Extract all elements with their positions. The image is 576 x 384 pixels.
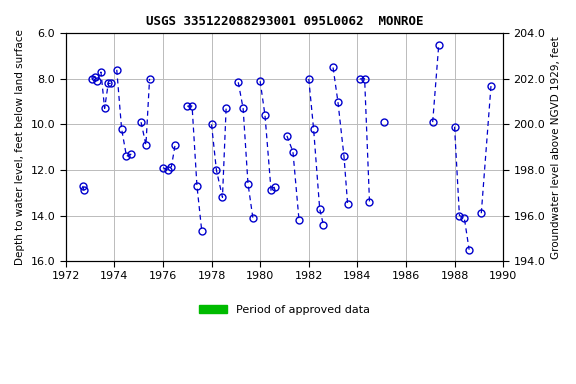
Y-axis label: Groundwater level above NGVD 1929, feet: Groundwater level above NGVD 1929, feet [551,36,561,258]
Title: USGS 335122088293001 095L0062  MONROE: USGS 335122088293001 095L0062 MONROE [146,15,423,28]
Legend: Period of approved data: Period of approved data [195,300,374,319]
Bar [78,261,394,267]
Y-axis label: Depth to water level, feet below land surface: Depth to water level, feet below land su… [15,29,25,265]
Bar [430,261,503,267]
